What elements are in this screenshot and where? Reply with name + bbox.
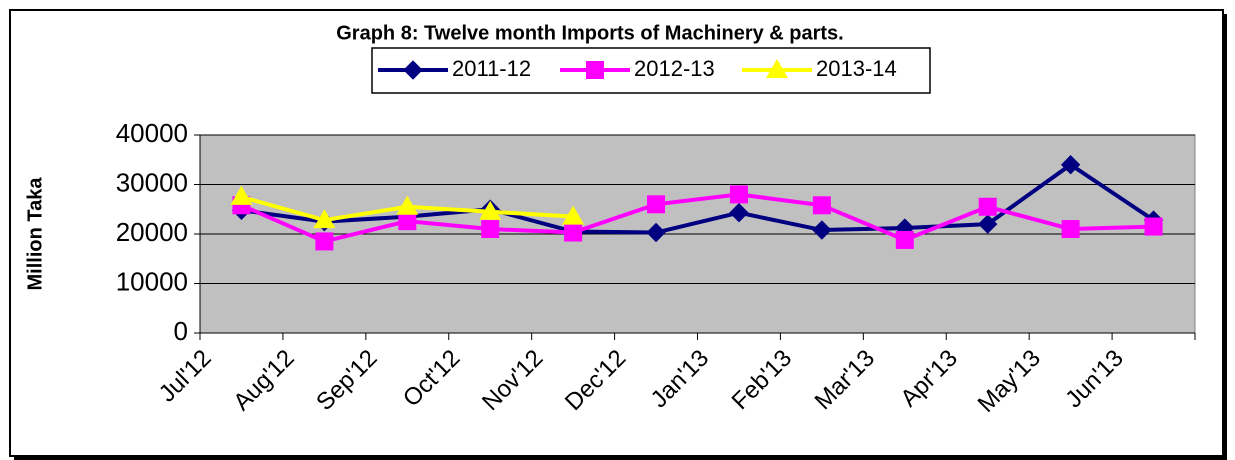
marker — [396, 195, 419, 215]
series-line — [241, 162, 1155, 235]
marker — [978, 214, 998, 234]
marker — [315, 232, 334, 251]
marker — [562, 205, 585, 225]
legend-marker — [766, 59, 788, 78]
y-tick-label: 20000 — [116, 217, 188, 247]
marker — [812, 220, 832, 240]
y-tick-label: 40000 — [116, 118, 188, 148]
y-tick-label: 10000 — [116, 266, 188, 296]
legend-label: 2012-13 — [634, 56, 715, 81]
marker — [230, 185, 253, 205]
legend-box — [371, 47, 931, 94]
legend-label: 2013-14 — [816, 56, 897, 81]
y-tick-label: 30000 — [116, 167, 188, 197]
series-line — [240, 192, 1154, 244]
marker — [895, 230, 914, 249]
marker — [1060, 154, 1081, 175]
marker — [729, 185, 748, 204]
legend-marker — [403, 60, 423, 80]
marker — [1144, 217, 1163, 236]
legend-marker — [586, 61, 604, 79]
y-tick-label: 0 — [174, 316, 188, 346]
marker — [1061, 220, 1080, 239]
marker — [647, 195, 666, 214]
legend-label: 2011-12 — [452, 56, 531, 81]
marker — [313, 209, 336, 229]
marker — [479, 200, 502, 220]
marker — [812, 196, 831, 215]
y-axis-label: Million Taka — [24, 177, 46, 291]
marker — [646, 222, 666, 243]
marker — [729, 203, 749, 223]
marker — [481, 220, 500, 239]
chart-title: Graph 8: Twelve month Imports of Machine… — [336, 22, 844, 44]
marker — [398, 212, 417, 231]
marker — [564, 223, 583, 242]
marker — [978, 197, 997, 216]
